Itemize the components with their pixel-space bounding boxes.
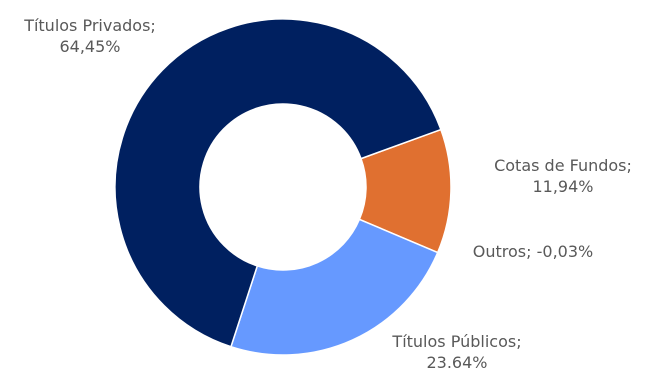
- label-titulos-publicos: Títulos Públicos; 23.64%: [392, 332, 522, 372]
- label-titulos-privados: Títulos Privados; 64,45%: [24, 16, 156, 56]
- slice-titulos-privados: [114, 18, 442, 348]
- label-cotas-de-fundos: Cotas de Fundos; 11,94%: [494, 156, 632, 196]
- slice-titulos-publicos: [230, 218, 439, 356]
- label-outros: Outros; -0,03%: [472, 242, 594, 261]
